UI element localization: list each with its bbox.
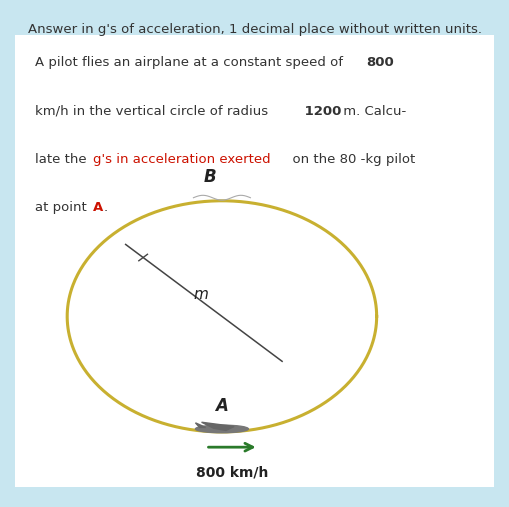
Text: g's in acceleration exerted: g's in acceleration exerted [93, 153, 271, 166]
Text: 1200: 1200 [300, 104, 342, 118]
Text: km/h in the vertical circle of radius: km/h in the vertical circle of radius [35, 104, 268, 118]
Polygon shape [195, 423, 206, 427]
Text: m: m [193, 287, 208, 302]
Text: on the 80 ‐kg pilot: on the 80 ‐kg pilot [284, 153, 415, 166]
Text: A: A [93, 201, 103, 214]
Text: A: A [215, 397, 229, 415]
Text: 800: 800 [366, 56, 394, 69]
Text: .: . [103, 201, 107, 214]
Text: B: B [204, 167, 216, 186]
Polygon shape [202, 422, 234, 430]
Text: Answer in g's of acceleration, 1 decimal place without written units.: Answer in g's of acceleration, 1 decimal… [27, 23, 482, 36]
Text: A pilot flies an airplane at a constant speed of: A pilot flies an airplane at a constant … [35, 56, 347, 69]
Ellipse shape [195, 425, 248, 432]
Text: m. Calcu-: m. Calcu- [339, 104, 407, 118]
Text: 800 km/h: 800 km/h [196, 465, 268, 480]
Text: at point: at point [35, 201, 91, 214]
Text: late the: late the [35, 153, 91, 166]
